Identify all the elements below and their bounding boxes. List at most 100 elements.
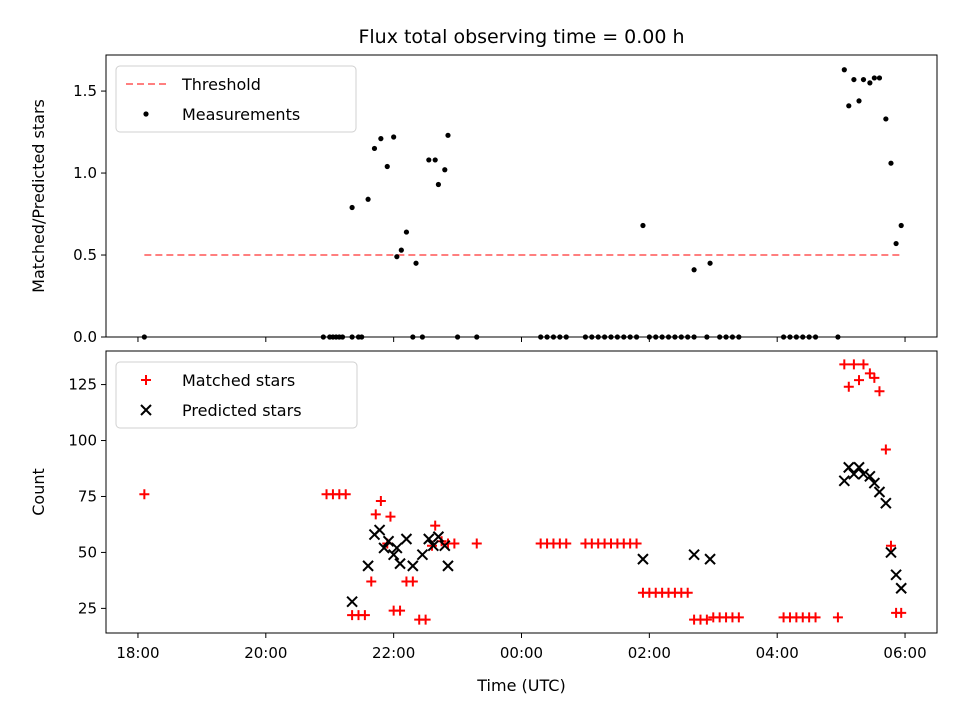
predicted-star-marker: [880, 497, 892, 509]
measurement-point: [898, 222, 904, 229]
matched-star-marker: [631, 538, 642, 549]
legend-predicted-swatch: [140, 404, 152, 416]
matched-star-marker: [874, 386, 885, 397]
predicted-star-marker: [857, 468, 870, 480]
legend-label: Matched stars: [182, 371, 295, 390]
matched-star-marker: [385, 511, 396, 522]
legend-matched-swatch: [141, 375, 151, 385]
legend-box: [115, 65, 357, 133]
y-tick-label: 0.5: [73, 246, 97, 264]
predicted-star-marker: [373, 524, 386, 536]
predicted-star-marker: [843, 461, 855, 474]
predicted-star-marker: [382, 535, 395, 547]
measurement-point: [707, 260, 713, 266]
predicted-star-marker: [346, 595, 358, 608]
y-tick-label: 75: [78, 487, 97, 505]
matched-star-marker: [858, 359, 869, 370]
predicted-star-marker: [868, 477, 881, 489]
matched-star-marker: [810, 612, 821, 623]
matched-star-marker: [839, 359, 850, 370]
matched-star-marker: [880, 444, 891, 455]
predicted-star-marker: [423, 533, 435, 545]
matched-star-marker: [449, 538, 460, 549]
measurement-point: [384, 163, 390, 170]
matched-star-marker: [733, 612, 744, 623]
y-tick-label: 0.0: [73, 328, 97, 346]
matched-star-marker: [832, 612, 843, 623]
predicted-star-marker: [704, 553, 716, 565]
matched-star-marker: [864, 368, 875, 379]
measurement-point: [691, 267, 697, 273]
measurement-point: [403, 229, 410, 235]
panel-top-matched-predicted-ratio: 0.0 0.5 1.0 1.5 Flux total observing time = …: [29, 26, 938, 346]
matched-star-marker: [430, 520, 441, 531]
measurement-point: [876, 75, 883, 81]
measurement-point: [640, 222, 646, 229]
predicted-star-marker: [427, 540, 439, 552]
measurement-point: [426, 157, 432, 163]
predicted-star-marker: [688, 548, 700, 561]
predicted-star-marker: [873, 486, 886, 498]
matched-star-marker: [896, 607, 907, 618]
x-tick-label: 04:00: [756, 644, 799, 662]
predicted-star-marker: [432, 531, 445, 543]
matched-star-marker: [471, 538, 482, 549]
predicted-star-marker: [378, 542, 390, 554]
predicted-star-marker: [838, 475, 851, 487]
predicted-star-marker: [391, 542, 403, 554]
y-tick-label: 125: [68, 376, 97, 394]
measurement-point: [435, 181, 441, 188]
measurement-point: [867, 80, 873, 86]
predicted-star-marker: [895, 582, 907, 594]
legend-label: Predicted stars: [182, 401, 302, 420]
legend: Threshold Measurements: [115, 65, 357, 133]
predicted-star-marker: [853, 461, 865, 474]
predicted-star-marker: [439, 540, 451, 552]
predicted-star-marker: [394, 557, 406, 570]
measurement-point: [871, 75, 877, 81]
measurement-point: [851, 76, 857, 83]
matched-star-marker: [139, 489, 150, 500]
matched-star-marker: [359, 610, 370, 621]
measurement-point: [856, 98, 862, 104]
measurement-point: [442, 167, 448, 173]
matched-star-marker: [885, 540, 896, 551]
measurement-point: [432, 157, 438, 163]
measurement-point: [883, 116, 889, 122]
matched-star-marker: [561, 538, 572, 549]
predicted-star-marker: [442, 560, 454, 572]
y-tick-label: 100: [68, 432, 97, 450]
matched-star-marker: [375, 495, 386, 506]
legend: Matched stars Predicted stars: [115, 361, 358, 429]
measurement-point: [378, 136, 384, 142]
measurement-point: [349, 204, 355, 211]
predicted-star-marker: [864, 470, 876, 483]
predicted-star-marker: [637, 553, 649, 565]
x-tick-label: 20:00: [244, 644, 287, 662]
y-tick-label: 25: [78, 599, 97, 617]
matched-star-marker: [869, 372, 880, 383]
y-tick-label: 1.5: [73, 82, 97, 100]
x-tick-label: 18:00: [116, 644, 159, 662]
matched-star-marker: [395, 605, 406, 616]
measurement-point: [888, 160, 894, 166]
y-tick-label: 50: [78, 543, 97, 561]
predicted-star-marker: [387, 548, 400, 561]
x-tick-label: 06:00: [883, 644, 926, 662]
x-tick-label: 02:00: [628, 644, 671, 662]
matched-star-marker: [407, 576, 418, 587]
x-tick-label: 00:00: [500, 644, 543, 662]
matched-star-marker: [848, 359, 859, 370]
matched-star-marker: [682, 587, 693, 598]
measurement-point: [841, 67, 847, 73]
legend-measurement-swatch: [143, 111, 149, 117]
legend-label: Measurements: [182, 105, 300, 124]
x-axis-label: Time (UTC): [476, 676, 565, 695]
matched-star-marker: [370, 509, 381, 520]
measurement-point: [365, 196, 371, 202]
predicted-star-marker: [416, 548, 429, 561]
predicted-star-marker: [890, 569, 902, 581]
measurement-point: [391, 134, 397, 140]
measurement-point: [860, 76, 867, 83]
